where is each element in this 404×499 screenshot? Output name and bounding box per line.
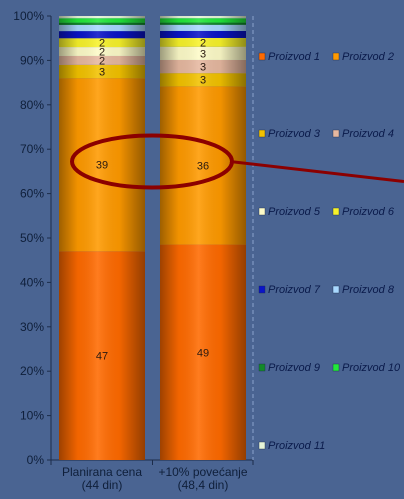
bar-segment-shading	[160, 24, 246, 31]
bar-segment-shading	[160, 46, 246, 60]
bar-segment-shading	[160, 18, 246, 23]
x-category-label: Planirana cena	[62, 465, 142, 479]
legend-label: Proizvod 10	[342, 362, 401, 374]
legend-label: Proizvod 3	[268, 128, 321, 140]
bar-stack	[160, 16, 246, 460]
legend-label: Proizvod 1	[268, 51, 320, 63]
bar-segment-shading	[160, 244, 246, 460]
legend-item: Proizvod 8	[332, 284, 395, 296]
bar-segment-shading	[160, 22, 246, 25]
annotation-arrow-line	[229, 160, 404, 184]
legend-item: Proizvod 3	[258, 128, 321, 140]
legend-swatch	[258, 285, 266, 294]
legend-label: Proizvod 4	[342, 128, 394, 140]
data-label: 2	[99, 47, 105, 59]
data-label: 3	[200, 75, 206, 87]
x-category-label: +10% povećanje	[158, 465, 247, 479]
data-label: 49	[197, 347, 209, 359]
legend-item: Proizvod 5	[258, 206, 321, 218]
bar-segment-shading	[160, 59, 246, 74]
data-label: 39	[96, 160, 108, 172]
data-label: 47	[96, 351, 108, 363]
data-label: 3	[200, 62, 206, 74]
bar-segment-shading	[59, 64, 145, 79]
legend-label: Proizvod 5	[268, 206, 321, 218]
legend-item: Proizvod 9	[258, 362, 320, 374]
legend-swatch	[258, 129, 266, 138]
legend-swatch	[258, 207, 266, 216]
legend-swatch	[258, 52, 266, 61]
y-tick-label: 20%	[20, 364, 44, 378]
data-label: 2	[99, 55, 105, 67]
legend-item: Proizvod 1	[258, 51, 320, 63]
data-label: 2	[99, 38, 105, 50]
legend-label: Proizvod 9	[268, 362, 320, 374]
bar-segment-shading	[59, 18, 145, 23]
bar-segment-shading	[160, 16, 246, 19]
bar-segment-shading	[160, 37, 246, 47]
bar-segment-shading	[59, 55, 145, 65]
y-tick-label: 70%	[20, 142, 44, 156]
data-label: 36	[197, 160, 209, 172]
y-tick-label: 40%	[20, 275, 44, 289]
y-tick-label: 10%	[20, 409, 44, 423]
legend-swatch	[332, 52, 340, 61]
data-label: 3	[200, 48, 206, 60]
y-tick-label: 30%	[20, 320, 44, 334]
legend-swatch	[332, 207, 340, 216]
bar-segment-shading	[59, 38, 145, 48]
bar-segment-shading	[59, 22, 145, 25]
y-tick-label: 60%	[20, 187, 44, 201]
data-label: 2	[200, 37, 206, 49]
bar-segment-shading	[59, 31, 145, 39]
x-category-label: (44 din)	[82, 478, 123, 492]
data-label: 3	[99, 67, 105, 79]
bar-segment-shading	[59, 16, 145, 19]
y-tick-label: 50%	[20, 231, 44, 245]
bar-segment-shading	[160, 30, 246, 38]
legend-swatch	[332, 363, 340, 372]
legend-item: Proizvod 6	[332, 206, 395, 218]
bar-segment-shading	[59, 251, 145, 460]
legend-label: Proizvod 6	[342, 206, 395, 218]
bar-segment-shading	[160, 73, 246, 87]
y-tick-label: 80%	[20, 98, 44, 112]
legend-item: Proizvod 4	[332, 128, 394, 140]
legend-label: Proizvod 2	[342, 51, 394, 63]
legend-item: Proizvod 11	[258, 440, 325, 452]
legend-item: Proizvod 10	[332, 362, 401, 374]
legend-label: Proizvod 7	[268, 284, 321, 296]
legend-swatch	[332, 285, 340, 294]
bar-segment-shading	[59, 24, 145, 32]
x-category-label: (48,4 din)	[178, 478, 229, 492]
y-tick-label: 0%	[27, 453, 45, 467]
bar-segment-shading	[59, 47, 145, 56]
legend-swatch	[258, 441, 266, 450]
legend-label: Proizvod 11	[268, 440, 325, 452]
legend-swatch	[258, 363, 266, 372]
y-tick-label: 100%	[13, 9, 44, 23]
y-tick-label: 90%	[20, 53, 44, 67]
legend-item: Proizvod 2	[332, 51, 394, 63]
legend-swatch	[332, 129, 340, 138]
legend-label: Proizvod 8	[342, 284, 395, 296]
legend-item: Proizvod 7	[258, 284, 321, 296]
bar-stack	[59, 16, 145, 460]
